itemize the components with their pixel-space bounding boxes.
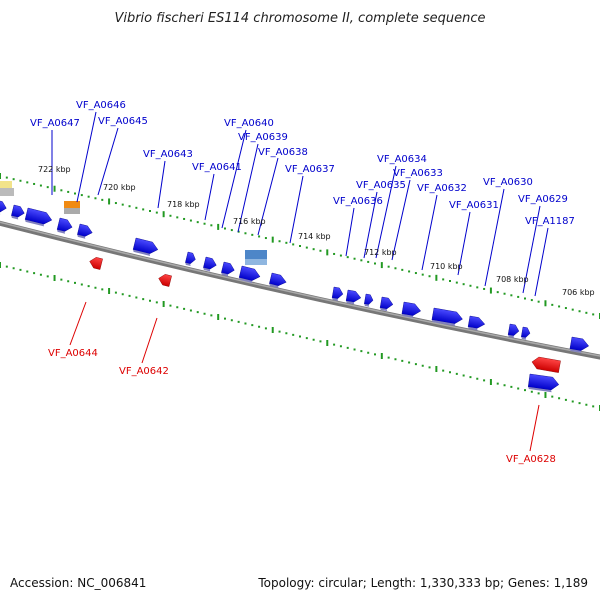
leader-line <box>204 173 215 221</box>
gene-forward <box>467 315 486 331</box>
leader-line <box>97 127 119 196</box>
reverse-genes <box>89 257 561 373</box>
leader-line <box>484 188 505 287</box>
gene-forward <box>269 272 287 289</box>
gene-forward <box>11 204 25 220</box>
leader-line <box>534 227 549 297</box>
gene-label[interactable]: VF_A0633 <box>393 168 443 179</box>
leader-line <box>345 207 355 257</box>
leader-line <box>257 157 279 236</box>
gene-forward <box>0 199 7 215</box>
leader-line <box>529 404 540 452</box>
kbp-label: 720 kbp <box>103 183 136 192</box>
gene-label[interactable]: VF_A0645 <box>98 116 148 127</box>
leader-line <box>457 211 471 276</box>
gene-label[interactable]: VF_A0632 <box>417 183 467 194</box>
ticks-inner <box>0 262 600 411</box>
leader-line <box>157 160 166 209</box>
leader-line <box>221 129 247 229</box>
gene-forward <box>132 237 159 256</box>
gene-label[interactable]: VF_A0644 <box>48 348 98 359</box>
feature-orange <box>64 201 80 214</box>
chromosome-backbone-highlight <box>0 221 600 357</box>
leader-line <box>522 205 541 294</box>
gene-forward <box>238 265 261 283</box>
gene-label[interactable]: VF_A0637 <box>285 164 335 175</box>
gene-label[interactable]: VF_A0631 <box>449 200 499 211</box>
gene-forward <box>56 217 73 234</box>
ticks-outer <box>0 173 600 319</box>
gene-label[interactable]: VF_A0647 <box>30 118 80 129</box>
gene-label[interactable]: VF_A0629 <box>518 194 568 205</box>
kbp-label: 714 kbp <box>298 232 331 241</box>
gene-forward <box>431 307 463 326</box>
leader-line <box>421 194 438 271</box>
label-leaders <box>51 111 549 452</box>
kbp-label: 716 kbp <box>233 217 266 226</box>
kbp-label: 718 kbp <box>167 200 200 209</box>
leader-line <box>375 165 397 259</box>
chromosome-backbone <box>0 220 600 360</box>
gene-label[interactable]: VF_A0642 <box>119 366 169 377</box>
feature-yellow <box>0 181 14 196</box>
gene-forward <box>221 261 235 277</box>
feature-lightblue <box>245 250 267 265</box>
gene-forward <box>185 251 196 267</box>
gene-label[interactable]: VF_A0635 <box>356 180 406 191</box>
gene-forward <box>24 207 53 227</box>
gene-label[interactable]: VF_A0639 <box>238 132 288 143</box>
gene-forward <box>77 223 93 239</box>
leader-line <box>76 111 97 203</box>
gene-forward <box>345 289 362 305</box>
gene-reverse <box>158 274 172 287</box>
accession-text: Accession: NC_006841 <box>10 576 147 590</box>
gene-label[interactable]: VF_A1187 <box>525 216 575 227</box>
kbp-label: 706 kbp <box>562 288 595 297</box>
gene-forward <box>331 286 344 301</box>
leader-line <box>363 191 378 259</box>
gene-forward <box>203 256 217 272</box>
gene-forward <box>569 336 589 353</box>
gene-forward <box>364 293 374 307</box>
leader-line <box>69 301 87 346</box>
gene-label[interactable]: VF_A0636 <box>333 196 383 207</box>
gene-forward <box>527 373 560 393</box>
gene-label[interactable]: VF_A0641 <box>192 162 242 173</box>
gene-reverse <box>531 356 561 373</box>
gene-label[interactable]: VF_A0634 <box>377 154 427 165</box>
leader-line <box>237 143 259 233</box>
gene-reverse <box>89 257 103 270</box>
map-title: Vibrio fischeri ES114 chromosome II, com… <box>114 11 485 26</box>
kbp-label: 708 kbp <box>496 275 529 284</box>
gene-label[interactable]: VF_A0628 <box>506 454 556 465</box>
leader-line <box>141 317 158 364</box>
gene-forward <box>521 326 531 340</box>
gene-label[interactable]: VF_A0638 <box>258 147 308 158</box>
gene-forward <box>507 323 520 338</box>
leader-line <box>391 179 411 261</box>
gene-label[interactable]: VF_A0640 <box>224 118 274 129</box>
forward-genes <box>0 199 589 393</box>
gene-forward <box>379 296 394 312</box>
kbp-label: 710 kbp <box>430 262 463 271</box>
gene-label[interactable]: VF_A0646 <box>76 100 126 111</box>
gene-label[interactable]: VF_A0643 <box>143 149 193 160</box>
gene-label[interactable]: VF_A0630 <box>483 177 533 188</box>
kbp-label: 722 kbp <box>38 165 71 174</box>
gene-forward <box>401 301 421 318</box>
genome-summary: Topology: circular; Length: 1,330,333 bp… <box>258 576 588 590</box>
leader-line <box>289 175 304 244</box>
kbp-label: 712 kbp <box>364 248 397 257</box>
